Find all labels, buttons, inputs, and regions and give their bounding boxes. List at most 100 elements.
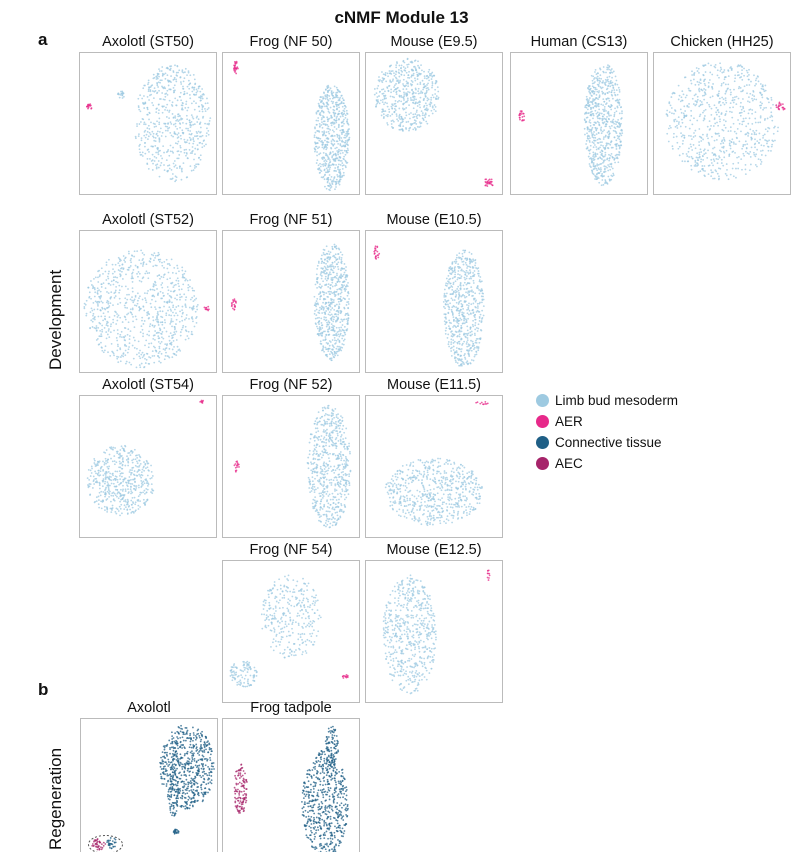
cell-point-limb [337, 268, 340, 271]
cell-point-limb [183, 318, 186, 321]
cell-point-limb [593, 167, 596, 170]
cell-point-limb [673, 120, 676, 123]
cell-point-limb [137, 340, 140, 343]
cell-point-limb [391, 119, 394, 122]
cell-point-limb [176, 298, 178, 301]
cell-point-aer [782, 108, 785, 111]
cell-point-limb [173, 160, 176, 162]
cell-point-limb [128, 342, 131, 345]
cell-point-limb [315, 119, 318, 122]
cell-point-limb [196, 121, 199, 123]
cell-point-limb [759, 138, 761, 141]
cell-point-limb [393, 111, 396, 113]
cell-point-limb [598, 90, 601, 92]
cell-point-limb [314, 148, 316, 151]
cell-point-limb [159, 258, 162, 261]
cell-point-limb [320, 343, 323, 345]
cell-point-limb [326, 124, 329, 126]
cell-point-limb [113, 314, 116, 317]
cell-point-limb [673, 119, 675, 121]
cell-point-limb [161, 261, 163, 264]
cell-point-limb [116, 339, 119, 342]
cell-point-limb [336, 263, 339, 266]
cell-point-limb [587, 100, 590, 103]
cell-point-limb [111, 272, 114, 275]
cell-point-limb [395, 82, 397, 85]
cell-point-limb [390, 81, 393, 83]
cell-point-limb [165, 344, 168, 347]
cell-point-limb [189, 74, 192, 77]
cell-point-limb [609, 69, 612, 72]
cell-point-limb [117, 314, 120, 317]
cell-point-limb [145, 358, 148, 361]
cell-point-limb [377, 99, 379, 101]
cell-point-limb [770, 145, 773, 148]
cell-point-limb [677, 84, 680, 87]
cell-point-limb [683, 134, 686, 137]
cell-point-limb [730, 67, 733, 70]
cell-point-limb [386, 122, 389, 124]
cell-point-limb [176, 267, 179, 270]
cell-point-limb [327, 348, 330, 350]
cell-point-limb [345, 132, 348, 135]
cell-point-aer [204, 308, 207, 311]
cell-point-limb [427, 82, 429, 85]
cell-point-limb [178, 270, 180, 273]
cell-point-limb [154, 346, 156, 349]
cell-point-limb [174, 142, 177, 145]
cell-point-limb [138, 297, 140, 300]
cell-point-limb [107, 300, 110, 303]
cell-point-limb [128, 361, 131, 364]
cell-point-limb [407, 63, 410, 66]
cell-point-limb [164, 77, 167, 80]
cell-point-limb [409, 97, 412, 99]
cell-point-limb [595, 77, 598, 80]
cell-point-limb [176, 345, 179, 348]
cell-point-limb [454, 289, 457, 292]
cell-point-limb [718, 156, 721, 159]
cell-point-aer [520, 113, 523, 115]
cell-point-limb [338, 288, 341, 290]
cell-point-limb [172, 70, 175, 72]
cell-point-limb [465, 336, 467, 339]
cell-point-limb [173, 76, 176, 79]
cell-point-limb [621, 132, 624, 135]
cell-point-limb [327, 250, 330, 253]
cell-point-limb [163, 122, 166, 125]
cell-point-limb [474, 264, 476, 267]
cell-point-limb [591, 103, 594, 106]
cell-point-limb [179, 91, 182, 94]
cell-point-limb [165, 159, 168, 162]
cell-point-limb [166, 267, 169, 270]
cell-point-limb [346, 328, 349, 330]
cell-point-limb [337, 313, 340, 316]
cell-point-limb [450, 297, 453, 300]
cell-point-limb [154, 140, 157, 143]
cell-point-limb [607, 169, 610, 172]
cell-point-limb [606, 76, 609, 79]
cell-point-limb [339, 96, 342, 99]
cell-point-limb [773, 126, 775, 129]
cell-point-limb [416, 78, 419, 80]
cell-point-limb [154, 324, 156, 327]
cell-point-limb [171, 271, 174, 274]
cell-point-limb [173, 325, 176, 328]
cell-point-limb [398, 95, 401, 98]
cell-point-limb [748, 84, 751, 86]
cell-point-limb [338, 137, 341, 140]
cell-point-limb [595, 176, 598, 178]
cell-point-limb [724, 172, 727, 175]
cell-point-limb [317, 130, 320, 132]
cell-point-limb [379, 79, 381, 81]
cell-point-limb [201, 134, 204, 137]
cell-point-limb [316, 264, 319, 267]
cell-point-limb [319, 298, 321, 301]
cell-point-limb [336, 115, 338, 118]
cell-point-limb [195, 91, 198, 94]
cell-point-limb [599, 80, 602, 83]
cell-point-limb [673, 92, 676, 94]
cell-point-limb [201, 110, 204, 113]
cell-point-limb [702, 158, 705, 161]
cell-point-limb [189, 82, 192, 85]
cell-point-limb [703, 94, 706, 97]
